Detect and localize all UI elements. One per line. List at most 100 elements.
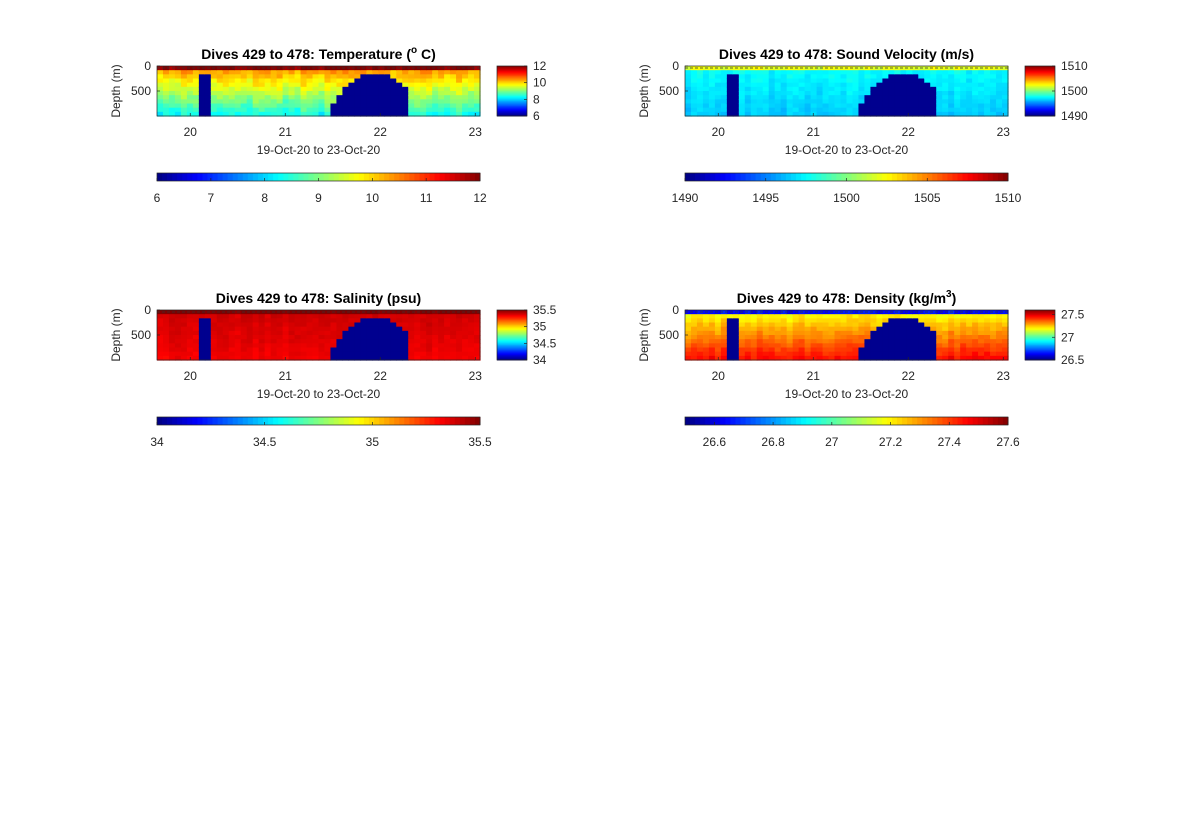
heatmap-cell [456,111,463,117]
heatmap-cell [744,318,752,324]
colorbar-segment [429,417,436,425]
heatmap-cell [852,91,860,96]
heatmap-cell [384,74,391,80]
heatmap-cell [252,82,260,88]
heatmap-cell [228,347,236,353]
heatmap-cell [210,322,218,328]
heatmap-cell [378,335,385,340]
heatmap-cell [432,318,439,324]
heatmap-cell [786,86,794,92]
heatmap-cell [798,95,806,100]
heatmap-cell [720,318,728,324]
heatmap-cell [816,74,824,80]
heatmap-cell [174,111,182,117]
heatmap-cell [300,322,308,328]
heatmap-cell [756,339,764,344]
heatmap-cell [822,339,830,344]
heatmap-cell [972,330,979,336]
colorbar-segment [912,173,918,181]
heatmap-cell [966,314,973,319]
heatmap-cell [240,70,248,75]
heatmap-cell [162,318,170,324]
heatmap-cell [264,95,272,100]
colorbar-bottom: 34 34.5 35 35.5 [150,416,492,449]
heatmap-cell [210,314,218,319]
heatmap-cell [762,322,770,328]
heatmap-cell [246,82,254,88]
y-axis-label: Depth (m) [637,64,651,117]
heatmap-cell [222,86,230,92]
heatmap-cell [936,326,943,332]
heatmap-cell [888,335,895,340]
heatmap-cell [192,70,200,75]
heatmap-cell [324,314,332,319]
heatmap-cell [732,326,740,332]
heatmap-cell [216,310,224,315]
heatmap-cell [282,95,290,100]
heatmap-cell [168,95,176,100]
colorbar-segment [207,173,214,181]
colorbar-segment [328,173,335,181]
heatmap-cell [276,347,284,353]
heatmap-cell [222,326,230,332]
colorbar-segment [715,173,721,181]
heatmap-cell [294,91,302,96]
heatmap-cell [414,326,421,332]
heatmap-cell [468,330,475,336]
panel-4: Dives 429 to 478: Density (kg/m3)20 21 22 2… [637,289,1085,449]
colorbar-segment [851,173,858,181]
heatmap-cell [372,330,379,336]
heatmap-cell [750,99,758,105]
heatmap-cell [174,351,182,357]
heatmap-cell [246,74,254,80]
colorbar-segment [497,68,527,71]
chart-title-text: Dives 429 to 478: Density (kg/m [737,290,946,306]
heatmap-cell [888,322,895,328]
colorbar-segment [735,417,742,425]
heatmap-cell [738,111,746,117]
heatmap-cell [348,339,355,344]
heatmap-cell [954,82,961,88]
heatmap-cell [462,74,469,80]
heatmap-cell [276,335,284,340]
heatmap-cell [852,103,860,109]
heatmap-cell [738,355,746,361]
heatmap-cell [408,78,415,84]
heatmap-cell [378,322,385,328]
heatmap-cell [288,330,296,336]
heatmap-cell [246,310,254,315]
heatmap-cell [157,347,164,353]
colorbar-segment [399,173,405,181]
colorbar-segment [745,417,752,425]
colorbar-segment [358,173,365,181]
heatmap-cell [216,322,224,328]
heatmap-cell [924,78,931,84]
heatmap-cell [198,330,206,336]
heatmap-cell [858,91,866,96]
colorbar-segment [308,417,314,425]
heatmap-cell [750,314,758,319]
heatmap-cell [846,95,854,100]
heatmap-cell [942,99,949,105]
heatmap-cell [264,82,272,88]
heatmap-cell [846,78,854,84]
heatmap-cell [810,99,818,105]
heatmap-cell [726,314,734,319]
heatmap-cell [396,339,403,344]
heatmap-cell [852,86,860,92]
heatmap-cell [996,322,1003,328]
heatmap-cell [852,335,860,340]
heatmap-cell [192,107,200,113]
heatmap-cell [396,103,403,109]
colorbar-tick-label: 34.5 [253,435,277,449]
heatmap-cell [276,339,284,344]
heatmap-cell [318,322,326,328]
chart-title-text: Dives 429 to 478: Temperature ( [201,46,411,62]
heatmap-cell [210,339,218,344]
heatmap-cell [714,343,722,349]
heatmap-cell [690,95,698,100]
heatmap-cell [318,310,326,315]
heatmap-cell [840,107,848,113]
colorbar-segment [497,82,527,84]
heatmap-cell [318,91,326,96]
